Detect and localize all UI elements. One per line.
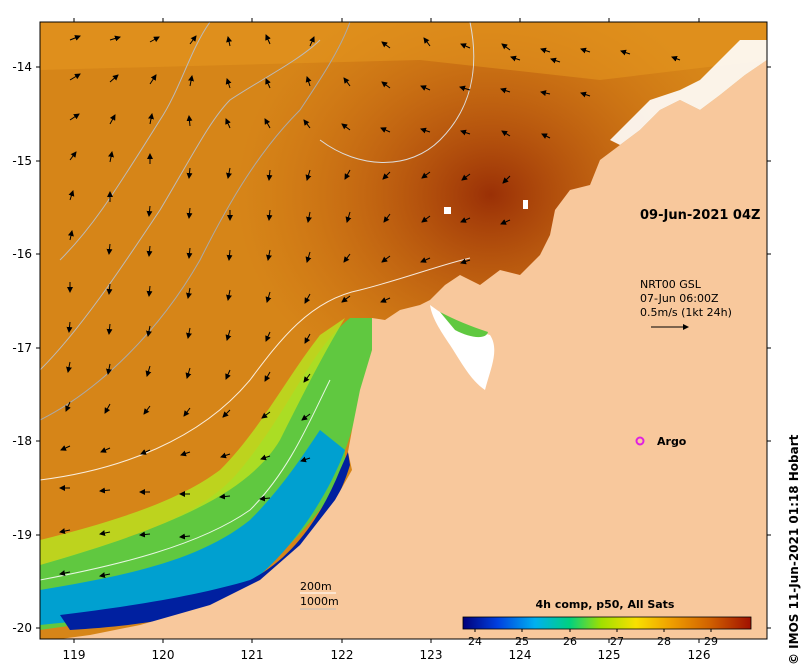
argo-marker[interactable]: [635, 436, 645, 446]
lat-axis: -14 -15 -16 -17 -18 -19 -20: [12, 60, 32, 635]
lon-label: 126: [688, 648, 711, 662]
lon-axis: 119 120 121 122 123 124 125 126: [63, 648, 711, 662]
lat-label: -17: [12, 341, 32, 355]
cool-coastal-water: [40, 318, 372, 630]
contour-label-1000: 1000m: [300, 595, 339, 608]
land-mass: [60, 60, 767, 639]
colorbar-gradient: [462, 616, 752, 630]
date-stamp: 09-Jun-2021 04Z: [640, 208, 760, 223]
lat-label: -19: [12, 528, 32, 542]
plot-frame: [39, 21, 768, 640]
current-legend-line3: 0.5m/s (1kt 24h): [640, 306, 732, 319]
lon-label: 120: [152, 648, 175, 662]
current-legend-line2: 07-Jun 06:00Z: [640, 292, 719, 305]
lon-label: 124: [509, 648, 532, 662]
lon-label: 123: [420, 648, 443, 662]
current-legend-line1: NRT00 GSL: [640, 278, 702, 291]
contour-1000m: [59, 22, 211, 261]
lon-label: 122: [331, 648, 354, 662]
lon-label: 119: [63, 648, 86, 662]
lon-label: 121: [241, 648, 264, 662]
lat-label: -15: [12, 154, 32, 168]
colorbar-tick: 28: [657, 635, 671, 648]
argo-label: Argo: [657, 435, 687, 448]
colorbar: 4h comp, p50, All Sats 24 25 26 27 28 29: [448, 594, 758, 648]
contour-legend: 200m 1000m: [300, 580, 339, 610]
colorbar-tick: 25: [515, 635, 529, 648]
colorbar-tick: 24: [468, 635, 482, 648]
contour-200m: [40, 257, 471, 481]
credit-text: © IMOS 11-Jun-2021 01:18 Hobart: [787, 434, 801, 665]
contour-label-200: 200m: [300, 580, 332, 593]
lat-label: -16: [12, 247, 32, 261]
current-vectors: [59, 34, 681, 578]
current-legend: NRT00 GSL 07-Jun 06:00Z 0.5m/s (1kt 24h): [640, 278, 732, 330]
lat-label: -14: [12, 60, 32, 74]
lon-label: 125: [598, 648, 621, 662]
colorbar-tick: 26: [563, 635, 577, 648]
colorbar-title: 4h comp, p50, All Sats: [536, 598, 675, 611]
lat-label: -20: [12, 621, 32, 635]
lat-label: -18: [12, 434, 32, 448]
colorbar-tick: 29: [704, 635, 718, 648]
colorbar-tick: 27: [610, 635, 624, 648]
